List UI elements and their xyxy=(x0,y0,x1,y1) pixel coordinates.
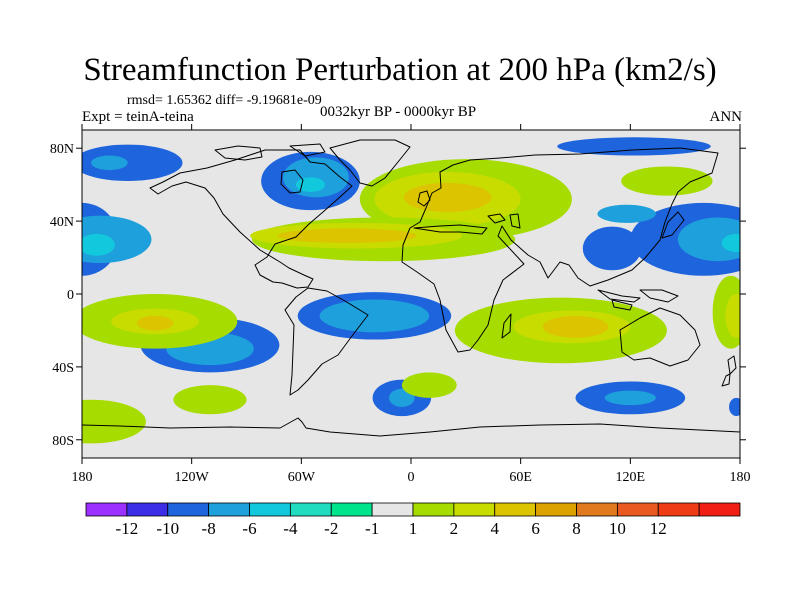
x-tick-label: 0 xyxy=(408,470,415,485)
colorbar: -12 -10 -8 -6 -4 -2 -1 1 2 4 6 8 10 12 xyxy=(85,502,741,538)
colorbar-swatch-0 xyxy=(85,502,128,517)
x-tick-label: 180 xyxy=(72,470,93,485)
coastline-uk xyxy=(417,190,431,207)
colorbar-label: 6 xyxy=(531,519,540,538)
contour-region-19 xyxy=(389,388,415,407)
contour-region-25 xyxy=(403,182,492,212)
colorbar-label: 8 xyxy=(572,519,581,538)
contour-region-40 xyxy=(725,294,740,338)
x-tick-label: 60E xyxy=(509,470,532,485)
contour-region-13 xyxy=(597,204,656,223)
colorbar-label: -2 xyxy=(324,519,338,538)
colorbar-swatch-7 xyxy=(371,502,414,517)
coastline-caspian xyxy=(487,213,521,229)
contour-region-0 xyxy=(82,144,183,182)
chart-title: Streamfunction Perturbation at 200 hPa (… xyxy=(83,52,717,88)
contour-region-36 xyxy=(82,399,146,444)
contour-region-10 xyxy=(677,217,740,262)
x-tick-label: 180 xyxy=(730,470,751,485)
colorbar-label: -8 xyxy=(202,519,216,538)
colorbar-label: 12 xyxy=(650,519,667,538)
contour-region-1 xyxy=(91,155,128,171)
experiment-label: Expt = teinA-teina xyxy=(82,109,194,125)
colorbar-label: -4 xyxy=(283,519,298,538)
contour-region-12 xyxy=(582,226,642,271)
y-tick-label: 40N xyxy=(50,215,74,230)
colorbar-label: 10 xyxy=(609,519,626,538)
coastline-arctic-islands xyxy=(214,143,326,161)
contour-region-37 xyxy=(173,385,247,415)
coastline-new-zealand xyxy=(721,355,737,387)
colorbar-label: 2 xyxy=(450,519,459,538)
contour-region-22 xyxy=(729,397,740,417)
colorbar-label: 4 xyxy=(491,519,500,538)
colorbar-swatch-5 xyxy=(289,502,332,517)
colorbar-label: -1 xyxy=(365,519,379,538)
coastline-indonesia xyxy=(597,289,679,311)
colorbar-label: -6 xyxy=(242,519,256,538)
colorbar-swatch-13 xyxy=(616,502,659,517)
contour-region-11 xyxy=(721,233,740,253)
coastline-greenland xyxy=(329,139,411,187)
colorbar-swatch-11 xyxy=(535,502,577,517)
colorbar-label: 1 xyxy=(409,519,418,538)
coastline-japan xyxy=(661,211,685,239)
coastline-mediterranean xyxy=(413,224,488,235)
colorbar-label: -10 xyxy=(156,519,179,538)
contour-region-28 xyxy=(277,228,417,243)
season-label: ANN xyxy=(709,109,743,125)
colorbar-swatch-12 xyxy=(576,502,618,517)
x-tick-label: 120W xyxy=(175,470,210,485)
y-tick-label: 80S xyxy=(52,434,74,449)
coastline-australia xyxy=(619,307,701,367)
contour-region-35 xyxy=(136,315,174,331)
axis-ticks: 180 120W 60W 0 60E 120E 180 80N 40N 0 40S 80S xyxy=(50,124,751,485)
coastlines xyxy=(82,139,740,437)
contour-region-32 xyxy=(542,315,609,338)
colorbar-swatch-10 xyxy=(494,502,537,517)
colorbar-swatch-8 xyxy=(412,502,455,517)
contour-region-21 xyxy=(604,390,656,406)
x-tick-label: 120E xyxy=(616,470,646,485)
colorbar-swatch-1 xyxy=(126,502,169,517)
contour-region-29 xyxy=(621,166,713,196)
contour-region-38 xyxy=(401,372,457,398)
colorbar-label: -12 xyxy=(116,519,139,538)
contour-region-17 xyxy=(319,299,430,333)
x-tick-label: 60W xyxy=(288,470,316,485)
coastline-hudson-bay xyxy=(280,169,304,194)
coastline-eurafrica xyxy=(401,147,719,353)
colorbar-swatch-4 xyxy=(249,502,291,517)
colorbar-swatch-6 xyxy=(330,502,373,517)
coastline-madagascar xyxy=(501,313,512,339)
colorbar-swatch-14 xyxy=(657,502,700,517)
stats-text: rmsd= 1.65362 diff= -9.19681e-09 xyxy=(127,93,322,108)
coastline-antarctica xyxy=(82,417,740,437)
coastline-south-america xyxy=(284,287,369,396)
contour-region-9 xyxy=(82,233,115,256)
y-tick-label: 40S xyxy=(52,361,74,376)
contour-region-2 xyxy=(557,137,711,156)
y-tick-label: 80N xyxy=(50,142,74,157)
y-tick-label: 0 xyxy=(67,288,74,303)
colorbar-swatch-9 xyxy=(453,502,496,517)
coastline-north-america xyxy=(149,149,353,289)
period-label: 0032kyr BP - 0000kyr BP xyxy=(320,104,477,120)
colorbar-swatch-2 xyxy=(167,502,210,517)
colorbar-swatch-3 xyxy=(208,502,250,517)
colorbar-swatch-15 xyxy=(698,502,741,517)
